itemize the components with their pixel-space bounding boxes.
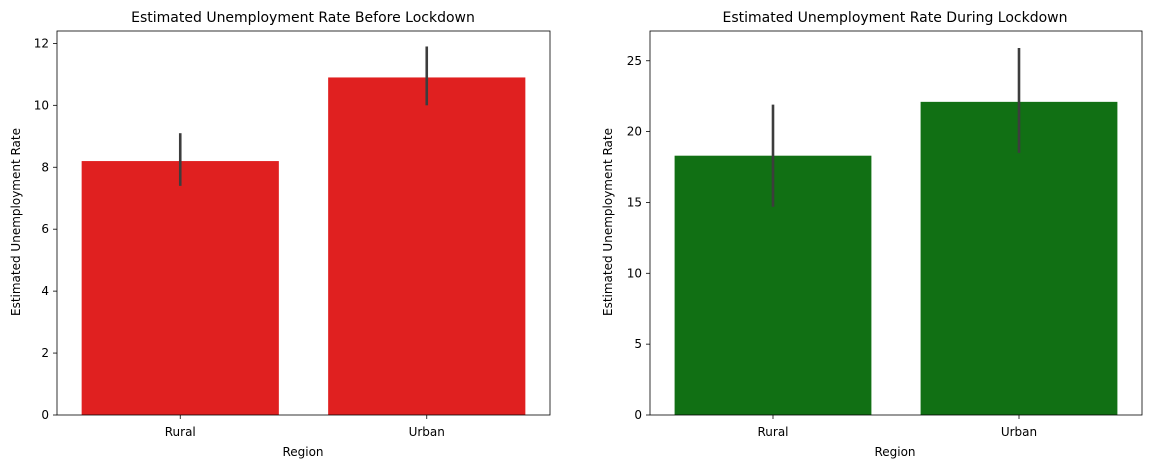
y-tick-label: 0 xyxy=(41,408,49,422)
chart-panel-before-lockdown: Estimated Unemployment Rate Before Lockd… xyxy=(9,10,551,459)
y-axis-label: Estimated Unemployment Rate xyxy=(601,128,615,316)
y-tick-label: 5 xyxy=(634,337,642,351)
bar-rural xyxy=(81,161,279,415)
x-tick-label: Rural xyxy=(165,425,196,439)
y-tick-label: 6 xyxy=(41,222,49,236)
chart-title: Estimated Unemployment Rate Before Lockd… xyxy=(131,10,475,26)
y-tick-label: 10 xyxy=(34,98,49,112)
y-tick-label: 15 xyxy=(627,195,642,209)
y-tick-label: 10 xyxy=(627,266,642,280)
x-axis-label: Region xyxy=(874,445,915,459)
x-tick-label: Rural xyxy=(757,425,788,439)
chart-panel-during-lockdown: Estimated Unemployment Rate During Lockd… xyxy=(601,10,1143,459)
y-axis-label: Estimated Unemployment Rate xyxy=(9,128,23,316)
chart-title: Estimated Unemployment Rate During Lockd… xyxy=(723,10,1068,26)
y-tick-label: 20 xyxy=(627,125,642,139)
bar-urban xyxy=(328,77,526,416)
y-tick-label: 25 xyxy=(627,54,642,68)
x-axis-label: Region xyxy=(282,445,323,459)
axes-frame xyxy=(56,30,551,416)
x-tick-label: Urban xyxy=(1001,425,1037,439)
axes-frame xyxy=(649,30,1143,416)
y-tick-label: 4 xyxy=(41,284,49,298)
y-tick-label: 8 xyxy=(41,160,49,174)
y-tick-label: 2 xyxy=(41,346,49,360)
bar-urban xyxy=(920,101,1118,416)
y-tick-label: 0 xyxy=(634,408,642,422)
x-tick-label: Urban xyxy=(409,425,445,439)
y-tick-label: 12 xyxy=(34,36,49,50)
